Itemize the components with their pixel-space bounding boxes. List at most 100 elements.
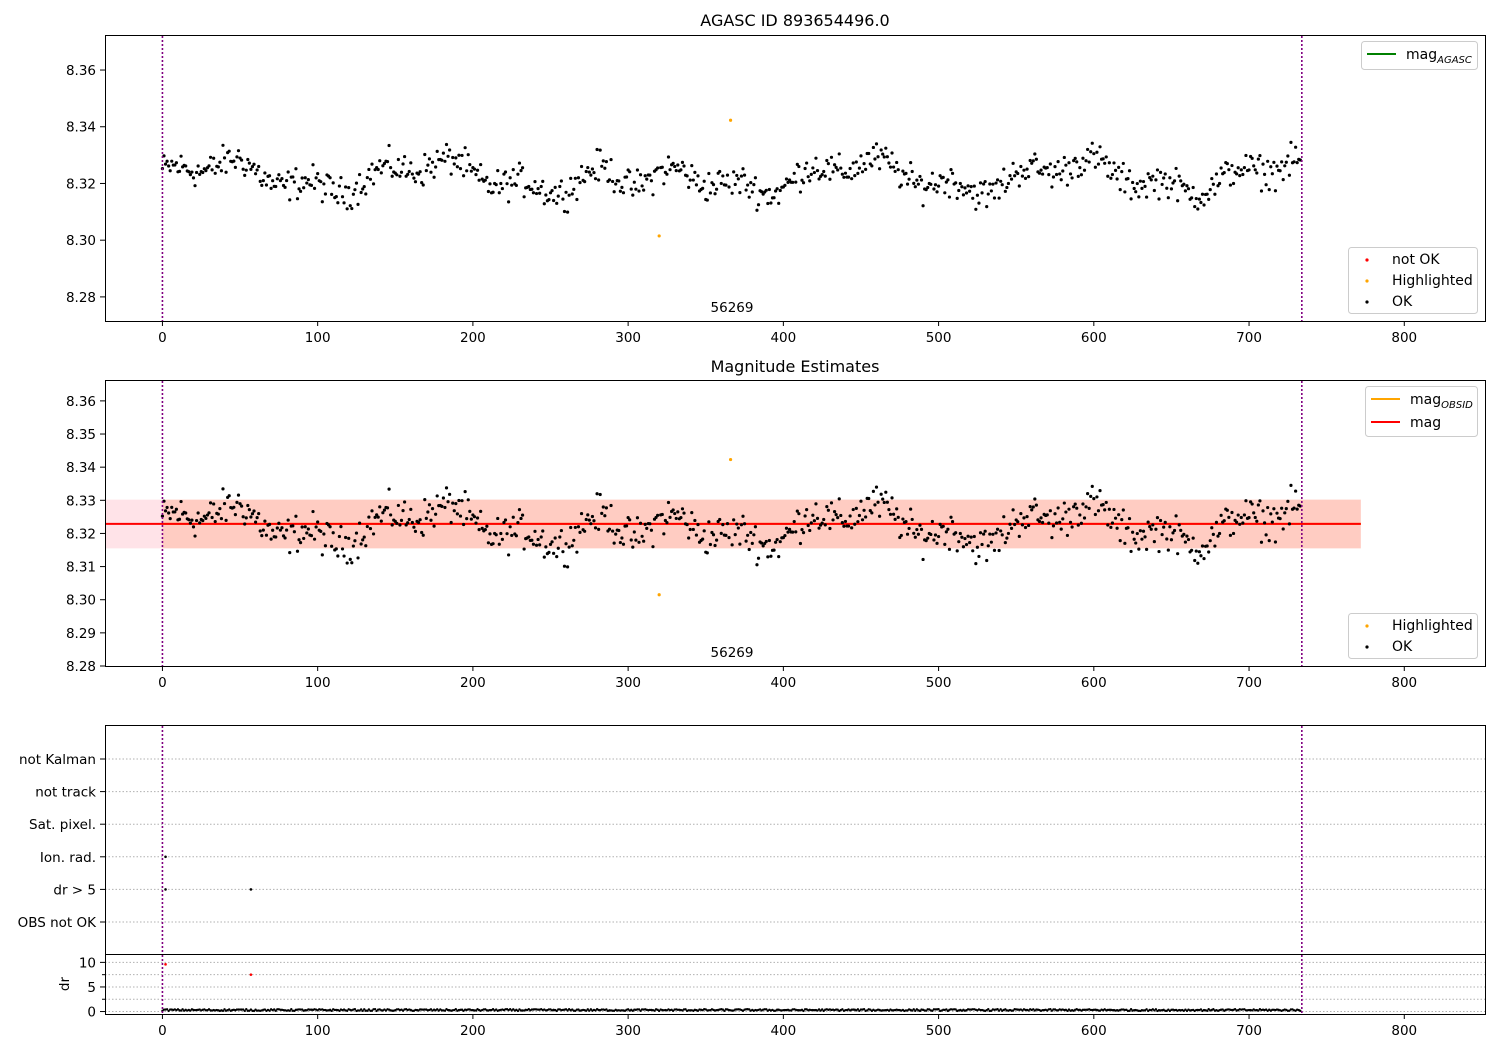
ok-point (233, 165, 237, 169)
ok-point (1242, 513, 1246, 517)
ok-point (207, 164, 211, 168)
ok-point (1158, 170, 1163, 174)
ok-point (210, 515, 214, 520)
ok-point (1054, 521, 1059, 525)
ok-point (629, 538, 633, 542)
ok-point (882, 155, 886, 159)
flag-point (164, 855, 167, 859)
ok-point (193, 184, 197, 188)
ok-point (1143, 535, 1147, 539)
ok-point (864, 167, 868, 171)
ok-point (240, 158, 244, 162)
ok-point (1230, 510, 1234, 515)
ok-point (460, 153, 464, 158)
dr-point (910, 1009, 914, 1012)
ok-point (1194, 549, 1198, 553)
ok-point (583, 529, 587, 533)
ok-point (707, 520, 711, 524)
ok-point (1112, 507, 1116, 512)
ok-point (435, 149, 439, 153)
ok-point (643, 174, 647, 178)
estimates-line-legend[interactable]: magOBSID mag (1365, 386, 1478, 437)
ok-point (912, 181, 916, 185)
estimates-marker-legend-frame (1348, 613, 1478, 659)
ok-point (828, 526, 832, 531)
ok-point (881, 497, 885, 501)
ok-point (814, 502, 818, 506)
agasc-line-legend[interactable]: magAGASC (1361, 41, 1478, 70)
ok-point (463, 146, 467, 150)
ok-point (244, 516, 248, 520)
ok-point (848, 514, 852, 518)
y-tick-label: 8.32 (66, 526, 96, 542)
agasc-marker-legend[interactable]: not OK Highlighted OK (1348, 247, 1478, 314)
ok-point (1037, 171, 1042, 175)
mag-obsid-legend-text: mag (1410, 392, 1441, 408)
ok-point (1090, 484, 1094, 488)
ok-point (775, 187, 779, 191)
ok-point (817, 177, 821, 181)
ok-point (1238, 522, 1242, 526)
ok-point (643, 522, 647, 526)
ok-point (194, 170, 199, 175)
ok-point (1174, 166, 1178, 171)
ok-point (1115, 177, 1119, 181)
ok-point (413, 529, 418, 533)
dr-point (516, 1009, 520, 1013)
ok-point (359, 542, 363, 546)
dr-point (366, 1009, 369, 1012)
ok-point (260, 183, 264, 187)
ok-point (319, 180, 323, 184)
ok-point (194, 518, 199, 523)
ok-point (986, 544, 990, 548)
ok-point (856, 520, 860, 524)
ok-point (1216, 534, 1220, 538)
ok-point (1079, 173, 1084, 177)
ok-point (665, 172, 669, 176)
ok-point (1269, 165, 1273, 169)
ok-point (1165, 186, 1169, 190)
dr-point (345, 1009, 349, 1012)
estimates-marker-legend[interactable]: Highlighted OK (1348, 613, 1478, 659)
ok-point (1193, 558, 1197, 563)
ok-point (191, 176, 196, 180)
ok-point (163, 509, 168, 513)
ok-point (575, 550, 579, 554)
not-ok-legend-label: not OK (1392, 252, 1440, 268)
ok-point (739, 174, 744, 178)
ok-point (556, 546, 560, 550)
ok-point (1157, 549, 1161, 554)
ok-point (1056, 160, 1060, 164)
dr-point (274, 1009, 277, 1012)
x-tick-label: 100 (305, 1023, 331, 1039)
agasc-line-legend-frame (1361, 41, 1478, 70)
ok-point (424, 168, 428, 173)
dr-point (637, 1008, 641, 1011)
ok-point (1075, 506, 1079, 510)
x-tick-label: 0 (158, 330, 167, 346)
ok-point (645, 526, 649, 530)
ok-point (676, 510, 680, 514)
ok-point (474, 521, 478, 525)
ok-point (168, 169, 172, 173)
ok-point (957, 540, 961, 544)
ok-point (190, 170, 194, 174)
ok-point (179, 499, 183, 504)
dr-point (1011, 1009, 1015, 1012)
ok-point (477, 528, 481, 532)
ok-point (527, 184, 531, 189)
ok-point (708, 542, 712, 547)
ok-point (469, 517, 473, 521)
ok-point (1149, 527, 1153, 531)
ok-point (362, 535, 366, 539)
ok-point (980, 542, 984, 547)
ok-point (305, 531, 309, 535)
ok-point (899, 533, 903, 538)
ok-point (466, 153, 470, 157)
ok-point (741, 167, 745, 171)
ok-point (604, 160, 608, 164)
ok-point (693, 170, 697, 174)
ok-point (853, 522, 857, 526)
ok-point (1062, 155, 1066, 160)
ok-point (275, 526, 279, 530)
